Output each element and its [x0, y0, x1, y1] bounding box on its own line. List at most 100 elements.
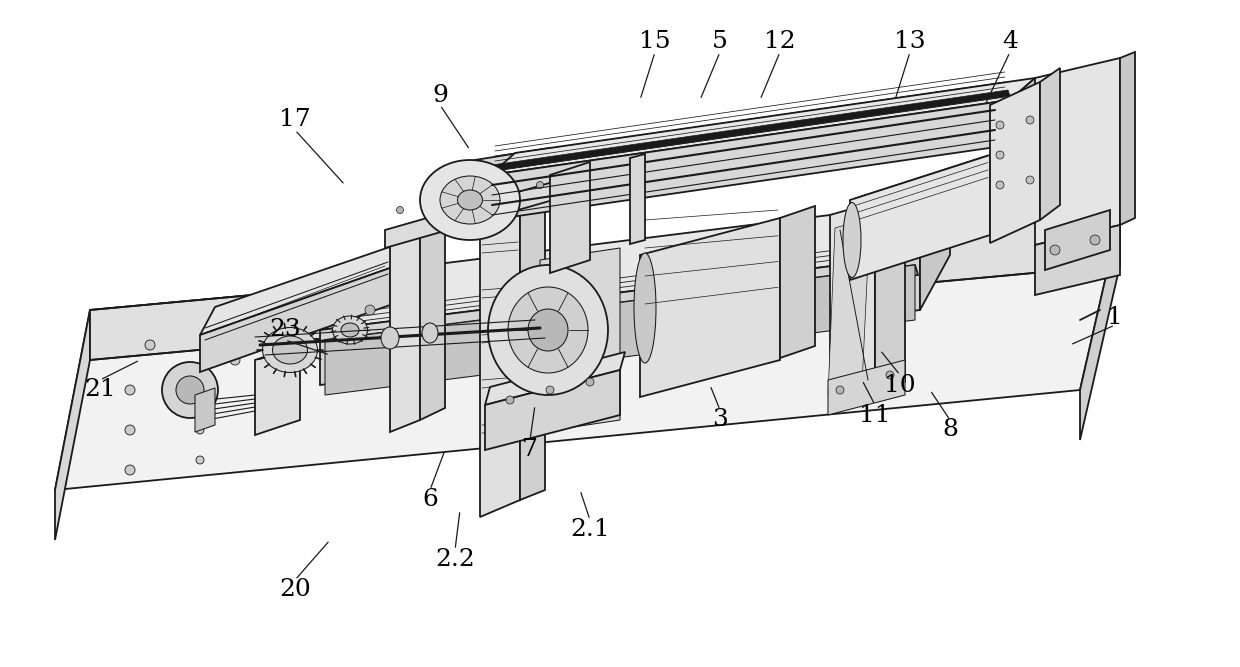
Polygon shape — [255, 345, 300, 435]
Ellipse shape — [381, 327, 399, 349]
Polygon shape — [1040, 68, 1060, 220]
Polygon shape — [849, 155, 990, 280]
Polygon shape — [1035, 225, 1120, 295]
Text: 12: 12 — [764, 31, 796, 53]
Circle shape — [125, 385, 135, 395]
Circle shape — [506, 396, 515, 404]
Ellipse shape — [440, 176, 500, 224]
Polygon shape — [1045, 210, 1110, 270]
Circle shape — [365, 305, 374, 315]
Ellipse shape — [528, 309, 568, 351]
Circle shape — [1025, 116, 1034, 124]
Polygon shape — [320, 200, 950, 330]
Circle shape — [795, 245, 805, 255]
Circle shape — [162, 362, 218, 418]
Polygon shape — [1035, 58, 1120, 245]
Polygon shape — [875, 191, 905, 395]
Circle shape — [397, 207, 403, 213]
Text: 10: 10 — [884, 374, 916, 396]
Polygon shape — [195, 388, 215, 432]
Circle shape — [996, 151, 1004, 159]
Polygon shape — [830, 202, 875, 408]
Text: 2.1: 2.1 — [570, 518, 610, 542]
Ellipse shape — [422, 323, 438, 343]
Circle shape — [1090, 235, 1100, 245]
Ellipse shape — [332, 316, 367, 344]
Circle shape — [176, 376, 205, 404]
Circle shape — [1050, 245, 1060, 255]
Circle shape — [546, 386, 554, 394]
Polygon shape — [520, 158, 546, 500]
Circle shape — [229, 355, 241, 365]
Polygon shape — [325, 265, 918, 350]
Text: 23: 23 — [269, 319, 301, 342]
Text: 20: 20 — [279, 578, 311, 602]
Polygon shape — [780, 206, 815, 358]
Circle shape — [427, 197, 434, 203]
Text: 17: 17 — [279, 109, 311, 131]
Polygon shape — [55, 215, 1120, 490]
Polygon shape — [490, 100, 1011, 220]
Ellipse shape — [420, 160, 520, 240]
Circle shape — [595, 270, 605, 280]
Polygon shape — [920, 200, 950, 310]
Polygon shape — [485, 370, 620, 450]
Text: 4: 4 — [1002, 31, 1018, 53]
Text: 15: 15 — [639, 31, 671, 53]
Text: 3: 3 — [712, 408, 728, 432]
Ellipse shape — [489, 265, 608, 395]
Ellipse shape — [273, 336, 308, 364]
Text: 5: 5 — [712, 31, 728, 53]
Polygon shape — [551, 162, 590, 273]
Polygon shape — [200, 268, 391, 372]
Circle shape — [125, 465, 135, 475]
Text: 7: 7 — [522, 438, 538, 462]
Circle shape — [537, 181, 543, 189]
Ellipse shape — [341, 323, 360, 337]
Text: 13: 13 — [894, 31, 926, 53]
Text: 2.2: 2.2 — [435, 548, 475, 572]
Polygon shape — [640, 218, 780, 397]
Ellipse shape — [843, 203, 861, 277]
Circle shape — [415, 293, 425, 303]
Circle shape — [145, 340, 155, 350]
Circle shape — [836, 386, 844, 394]
Circle shape — [996, 181, 1004, 189]
Polygon shape — [485, 352, 625, 405]
Circle shape — [125, 425, 135, 435]
Polygon shape — [828, 360, 905, 415]
Polygon shape — [475, 148, 551, 184]
Polygon shape — [325, 265, 915, 395]
Polygon shape — [1011, 78, 1035, 145]
Text: 6: 6 — [422, 488, 438, 512]
Circle shape — [694, 257, 706, 267]
Ellipse shape — [508, 287, 588, 373]
Text: 21: 21 — [84, 378, 115, 402]
Polygon shape — [490, 78, 1035, 175]
Circle shape — [887, 371, 894, 379]
Ellipse shape — [263, 327, 317, 372]
Polygon shape — [492, 90, 1011, 171]
Polygon shape — [828, 218, 870, 395]
Text: 1: 1 — [1107, 307, 1123, 329]
Circle shape — [196, 456, 205, 464]
Circle shape — [196, 426, 205, 434]
Polygon shape — [384, 180, 560, 248]
Polygon shape — [1080, 215, 1120, 440]
Polygon shape — [990, 82, 1040, 243]
Circle shape — [587, 378, 594, 386]
Polygon shape — [539, 248, 620, 432]
Circle shape — [1025, 176, 1034, 184]
Text: 8: 8 — [942, 418, 959, 442]
Polygon shape — [320, 255, 920, 385]
Ellipse shape — [634, 253, 656, 363]
Polygon shape — [420, 216, 445, 420]
Text: 11: 11 — [859, 404, 890, 426]
Polygon shape — [55, 310, 91, 540]
Polygon shape — [391, 226, 420, 432]
Polygon shape — [1120, 52, 1135, 225]
Ellipse shape — [458, 190, 482, 210]
Text: 9: 9 — [432, 83, 448, 107]
Polygon shape — [91, 215, 1120, 360]
Polygon shape — [480, 168, 520, 517]
